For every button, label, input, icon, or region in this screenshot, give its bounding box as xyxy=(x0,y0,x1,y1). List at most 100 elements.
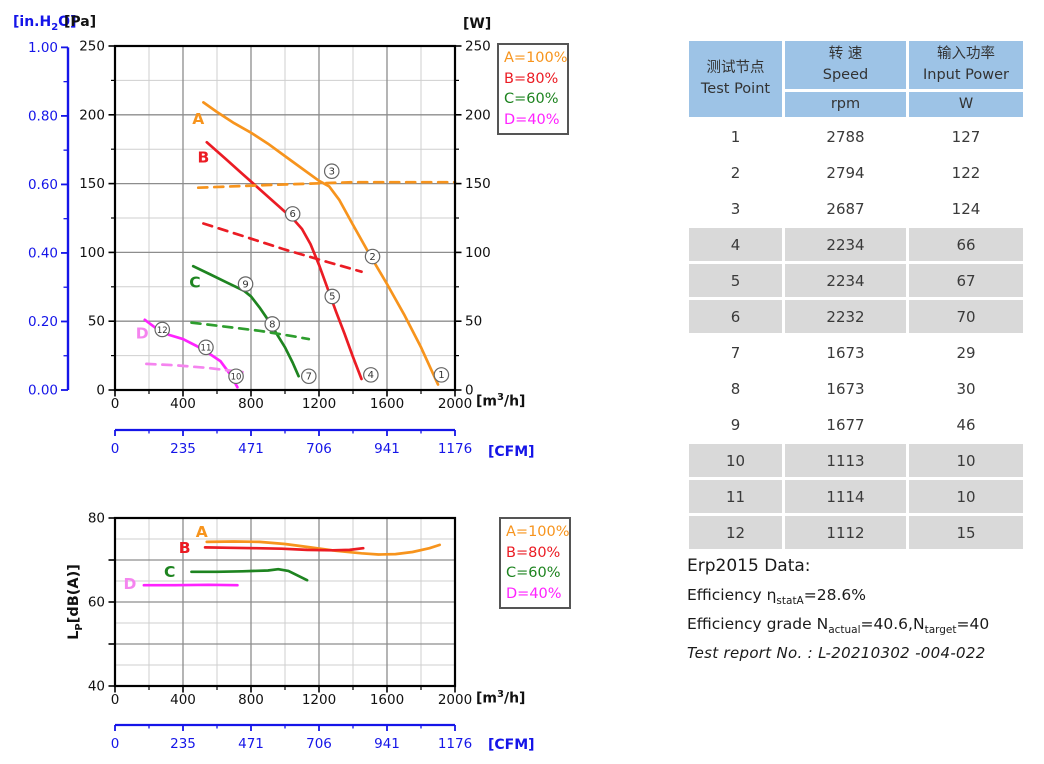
curve-A-power xyxy=(196,180,457,190)
cell-point: 5 xyxy=(689,264,782,298)
header-input-power: 输入功率 Input Power xyxy=(909,41,1023,89)
svg-text:12: 12 xyxy=(157,326,168,336)
svg-text:400: 400 xyxy=(170,692,196,708)
table-row-2: 2 2794 122 xyxy=(689,156,1023,190)
curve-A xyxy=(205,540,442,556)
svg-text:A: A xyxy=(192,110,204,128)
svg-text:D: D xyxy=(136,325,149,343)
curve-B-power xyxy=(202,222,363,274)
cell-speed: 1113 xyxy=(785,444,906,478)
svg-text:50: 50 xyxy=(465,314,482,330)
cell-point: 8 xyxy=(689,372,782,406)
erp-title: Erp2015 Data: xyxy=(687,556,811,576)
table-row-3: 3 2687 124 xyxy=(689,192,1023,226)
curve-B xyxy=(203,546,365,552)
cell-power: 67 xyxy=(909,264,1023,298)
curve-B xyxy=(205,140,363,381)
cell-speed: 2687 xyxy=(785,192,906,226)
test-point-marker-5: 5 xyxy=(324,288,341,305)
svg-text:8: 8 xyxy=(269,319,275,330)
table-row-10: 10 1113 10 xyxy=(689,444,1023,478)
svg-text:2000: 2000 xyxy=(438,692,472,708)
cell-power: 30 xyxy=(909,372,1023,406)
cfm-unit-label-top: [CFM] xyxy=(488,444,535,460)
speed-legend-top: A=100% B=80% C=60% D=40% xyxy=(497,43,569,135)
legend-item-C: C=60% xyxy=(504,91,559,107)
svg-text:100: 100 xyxy=(79,245,105,261)
svg-text:250: 250 xyxy=(465,39,491,55)
svg-text:C: C xyxy=(189,274,200,292)
test-point-marker-9: 9 xyxy=(237,276,254,292)
table-row-9: 9 1677 46 xyxy=(689,408,1023,442)
performance-charts-canvas: 0 400 800 1200 1600 2000050100150200250050100… xyxy=(28,39,491,753)
cfm-unit-label-bottom: [CFM] xyxy=(488,737,535,753)
cell-power: 15 xyxy=(909,516,1023,550)
svg-text:A: A xyxy=(196,523,208,541)
test-point-marker-11: 11 xyxy=(198,339,214,356)
svg-text:1.00: 1.00 xyxy=(28,40,58,56)
cell-point: 1 xyxy=(689,120,782,154)
speed-legend-bottom: A=100% B=80% C=60% D=40% xyxy=(499,517,571,609)
cell-power: 10 xyxy=(909,444,1023,478)
svg-text:471: 471 xyxy=(238,736,264,752)
m3h-unit-label-bottom: [m3/h] xyxy=(476,689,526,707)
svg-text:9: 9 xyxy=(242,279,248,290)
test-point-marker-4: 4 xyxy=(363,367,379,383)
cell-power: 29 xyxy=(909,336,1023,370)
svg-text:6: 6 xyxy=(289,209,295,220)
svg-text:1200: 1200 xyxy=(302,396,336,412)
noise-axis-label: LP[dB(A)] xyxy=(66,564,85,640)
svg-text:235: 235 xyxy=(170,441,196,457)
curve-D-power xyxy=(145,362,244,374)
svg-text:40: 40 xyxy=(88,679,105,695)
svg-text:0.80: 0.80 xyxy=(28,108,58,124)
cell-point: 11 xyxy=(689,480,782,514)
svg-text:941: 941 xyxy=(374,736,400,752)
svg-text:250: 250 xyxy=(79,39,105,55)
svg-text:0: 0 xyxy=(111,396,120,412)
svg-text:235: 235 xyxy=(170,736,196,752)
cell-point: 6 xyxy=(689,300,782,334)
cell-power: 124 xyxy=(909,192,1023,226)
svg-text:0.40: 0.40 xyxy=(28,245,58,261)
table-row-11: 11 1114 10 xyxy=(689,480,1023,514)
erp-efficiency-grade: Efficiency grade Nactual=40.6,Ntarget=40 xyxy=(687,615,990,637)
header-power-unit: W xyxy=(909,92,1023,118)
svg-text:400: 400 xyxy=(170,396,196,412)
svg-text:150: 150 xyxy=(79,176,105,192)
header-test-point: 测试节点 Test Point xyxy=(689,41,782,118)
table-row-7: 7 1673 29 xyxy=(689,336,1023,370)
svg-text:1200: 1200 xyxy=(302,692,336,708)
svg-text:10: 10 xyxy=(231,373,242,383)
test-point-marker-1: 1 xyxy=(433,367,450,383)
svg-text:2: 2 xyxy=(369,252,375,263)
svg-text:800: 800 xyxy=(238,396,264,412)
curve-C xyxy=(191,264,300,378)
svg-text:0: 0 xyxy=(465,383,474,399)
test-point-marker-8: 8 xyxy=(264,316,281,332)
table-row-1: 1 2788 127 xyxy=(689,120,1023,154)
chart-pressure-flow-power: 0 400 800 1200 1600 2000050100150200250050100… xyxy=(28,39,491,458)
svg-text:2000: 2000 xyxy=(438,396,472,412)
cell-speed: 2788 xyxy=(785,120,906,154)
svg-text:C: C xyxy=(164,563,175,581)
erp-test-report-no: Test report No. : L-20210302 -004-022 xyxy=(687,644,986,663)
svg-text:60: 60 xyxy=(88,595,105,611)
svg-text:706: 706 xyxy=(306,441,332,457)
svg-text:100: 100 xyxy=(465,245,491,261)
table-row-8: 8 1673 30 xyxy=(689,372,1023,406)
erp-efficiency: Efficiency ηstatA=28.6% xyxy=(687,586,866,608)
cell-speed: 1673 xyxy=(785,336,906,370)
legend-item-C: C=60% xyxy=(506,565,561,581)
cell-point: 10 xyxy=(689,444,782,478)
test-point-marker-12: 12 xyxy=(154,321,171,338)
header-speed-unit: rpm xyxy=(785,92,906,118)
pa-unit-label: [Pa] xyxy=(64,14,97,30)
cell-power: 127 xyxy=(909,120,1023,154)
svg-text:1600: 1600 xyxy=(370,396,404,412)
cell-speed: 1673 xyxy=(785,372,906,406)
header-speed: 转 速 Speed xyxy=(785,41,906,89)
m3h-unit-label-top: [m3/h] xyxy=(476,392,526,410)
legend-item-B: B=80% xyxy=(504,70,559,87)
